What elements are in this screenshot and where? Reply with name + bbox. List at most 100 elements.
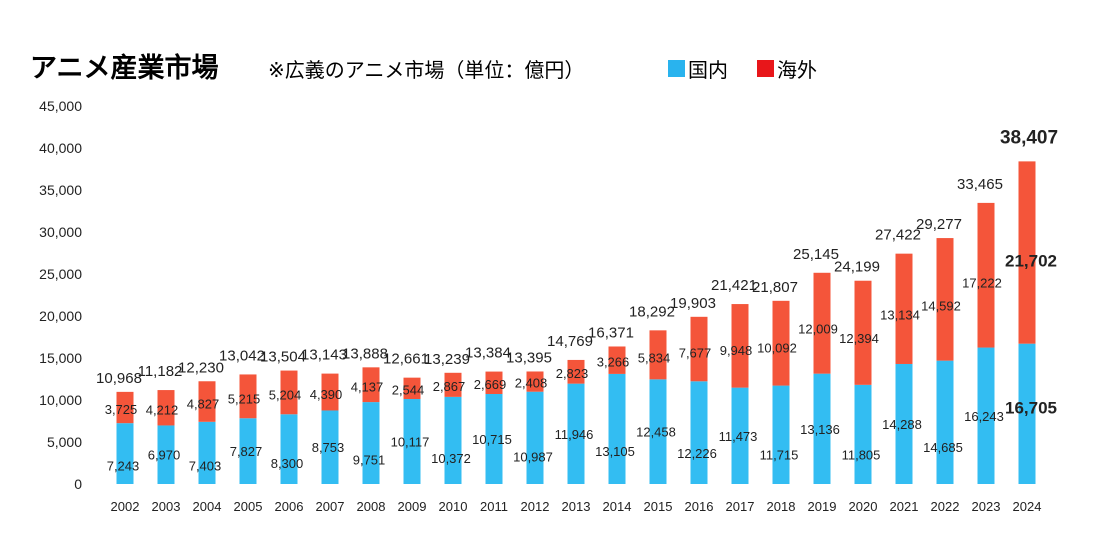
bar-overseas — [936, 238, 954, 361]
legend-swatch-overseas — [757, 60, 774, 77]
y-tick-label: 40,000 — [39, 140, 82, 156]
data-label-overseas: 21,702 — [1005, 251, 1057, 270]
x-tick-label: 2014 — [603, 499, 632, 514]
x-tick-label: 2011 — [480, 499, 508, 514]
bar-overseas — [854, 280, 872, 385]
data-label-domestic: 10,987 — [513, 449, 553, 464]
data-label-domestic: 7,403 — [189, 458, 222, 473]
bar-overseas — [526, 371, 544, 392]
data-label-domestic: 12,458 — [636, 425, 676, 440]
data-label-overseas: 4,137 — [351, 379, 384, 394]
legend-label-domestic: 国内 — [688, 58, 728, 82]
y-tick-label: 15,000 — [39, 350, 82, 366]
x-tick-label: 2022 — [931, 499, 960, 514]
data-label-total: 12,661 — [383, 351, 429, 368]
bar-domestic — [895, 363, 913, 484]
bar-domestic — [198, 421, 216, 484]
y-tick-label: 5,000 — [47, 434, 82, 450]
bar-overseas — [813, 272, 831, 374]
data-label-domestic: 14,288 — [882, 417, 922, 432]
data-label-total: 21,807 — [752, 279, 798, 296]
bar-domestic — [772, 385, 790, 484]
data-label-overseas: 12,009 — [798, 321, 838, 336]
data-label-domestic: 10,372 — [431, 451, 471, 466]
data-label-domestic: 11,473 — [719, 429, 758, 444]
data-label-overseas: 2,867 — [433, 379, 466, 394]
data-label-overseas: 4,827 — [187, 397, 220, 412]
bar-domestic — [813, 373, 831, 484]
data-label-overseas: 4,212 — [146, 403, 179, 418]
bar-domestic — [608, 373, 626, 484]
data-label-domestic: 12,226 — [677, 446, 717, 461]
data-label-total: 11,182 — [138, 363, 183, 380]
y-tick-label: 20,000 — [39, 308, 82, 324]
data-label-overseas: 9,948 — [720, 343, 753, 358]
data-label-total: 33,465 — [957, 176, 1003, 193]
data-label-domestic: 8,753 — [312, 440, 345, 455]
data-label-domestic: 14,685 — [923, 440, 963, 455]
legend-overseas: 海外 — [757, 54, 817, 83]
bar-overseas — [485, 371, 503, 394]
data-label-overseas: 13,134 — [880, 307, 920, 322]
x-tick-label: 2016 — [685, 499, 714, 514]
bar-overseas — [1018, 161, 1036, 344]
bar-domestic — [157, 425, 175, 484]
bar-overseas — [157, 390, 175, 426]
data-label-total: 13,239 — [424, 351, 470, 368]
x-tick-label: 2017 — [726, 499, 755, 514]
data-label-overseas: 2,669 — [474, 377, 507, 392]
data-label-overseas: 17,222 — [962, 275, 1002, 290]
bar-domestic — [362, 402, 380, 484]
x-tick-label: 2005 — [234, 499, 263, 514]
data-label-overseas: 2,544 — [392, 382, 425, 397]
data-label-overseas: 5,215 — [228, 392, 261, 407]
legend-swatch-domestic — [668, 60, 685, 77]
data-label-total: 38,407 — [1000, 127, 1058, 148]
y-tick-label: 35,000 — [39, 182, 82, 198]
bar-overseas — [608, 346, 626, 374]
data-label-total: 16,371 — [588, 324, 634, 341]
data-label-total: 12,230 — [178, 359, 224, 376]
bar-overseas — [772, 300, 790, 386]
y-tick-label: 30,000 — [39, 224, 82, 240]
data-label-overseas: 14,592 — [921, 298, 961, 313]
bar-domestic — [854, 384, 872, 484]
data-label-total: 27,422 — [875, 227, 921, 244]
bar-domestic — [731, 387, 749, 484]
bar-domestic — [649, 379, 667, 484]
x-tick-label: 2009 — [398, 499, 427, 514]
data-label-domestic: 16,243 — [964, 409, 1004, 424]
bar-overseas — [239, 374, 257, 419]
x-tick-label: 2015 — [644, 499, 673, 514]
x-tick-label: 2010 — [439, 499, 468, 514]
data-label-total: 21,421 — [711, 277, 757, 294]
bar-overseas — [649, 330, 667, 380]
x-tick-label: 2007 — [316, 499, 345, 514]
y-tick-label: 45,000 — [39, 98, 82, 114]
bar-domestic — [1018, 343, 1036, 484]
bar-domestic — [116, 423, 134, 484]
bar-overseas — [362, 367, 380, 403]
bar-overseas — [116, 391, 134, 424]
x-tick-label: 2004 — [193, 499, 222, 514]
bar-overseas — [280, 370, 298, 415]
y-tick-label: 25,000 — [39, 266, 82, 282]
legend-label-overseas: 海外 — [777, 58, 817, 82]
data-label-total: 18,292 — [629, 303, 675, 320]
bar-overseas — [198, 381, 216, 422]
bar-overseas — [895, 253, 913, 364]
x-tick-label: 2008 — [357, 499, 386, 514]
data-label-total: 14,769 — [547, 333, 593, 350]
bar-overseas — [403, 377, 421, 400]
data-label-total: 10,968 — [96, 370, 142, 387]
x-tick-label: 2013 — [562, 499, 591, 514]
bar-overseas — [977, 202, 995, 348]
y-tick-label: 10,000 — [39, 392, 82, 408]
bar-overseas — [444, 372, 462, 397]
data-label-overseas: 12,394 — [839, 331, 879, 346]
x-tick-label: 2018 — [767, 499, 796, 514]
bar-domestic — [690, 381, 708, 484]
data-label-domestic: 7,827 — [230, 444, 263, 459]
x-tick-label: 2020 — [849, 499, 878, 514]
data-label-domestic: 7,243 — [107, 459, 140, 474]
